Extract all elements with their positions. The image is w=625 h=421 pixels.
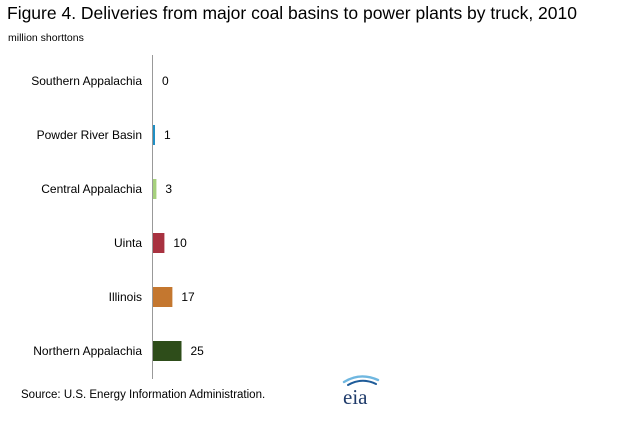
bar	[153, 125, 155, 145]
bar	[153, 179, 157, 199]
category-label: Powder River Basin	[37, 128, 142, 142]
value-label: 1	[164, 128, 171, 142]
category-label: Illinois	[109, 290, 142, 304]
category-label: Uinta	[114, 236, 142, 250]
bar	[153, 287, 173, 307]
source-note: Source: U.S. Energy Information Administ…	[21, 389, 266, 401]
chart-title: Figure 4. Deliveries from major coal bas…	[7, 3, 577, 23]
eia-logo: eia	[342, 375, 380, 409]
value-label: 0	[162, 74, 169, 88]
bar	[153, 341, 182, 361]
category-label: Central Appalachia	[41, 182, 142, 196]
unit-label: million shorttons	[8, 32, 84, 44]
value-label: 3	[165, 182, 172, 196]
value-label: 10	[173, 236, 187, 250]
category-label: Northern Appalachia	[33, 344, 142, 358]
value-label: 17	[181, 290, 195, 304]
logo-text: eia	[343, 385, 368, 409]
category-label: Southern Appalachia	[31, 74, 142, 88]
value-label: 25	[191, 344, 205, 358]
bar	[153, 233, 165, 253]
